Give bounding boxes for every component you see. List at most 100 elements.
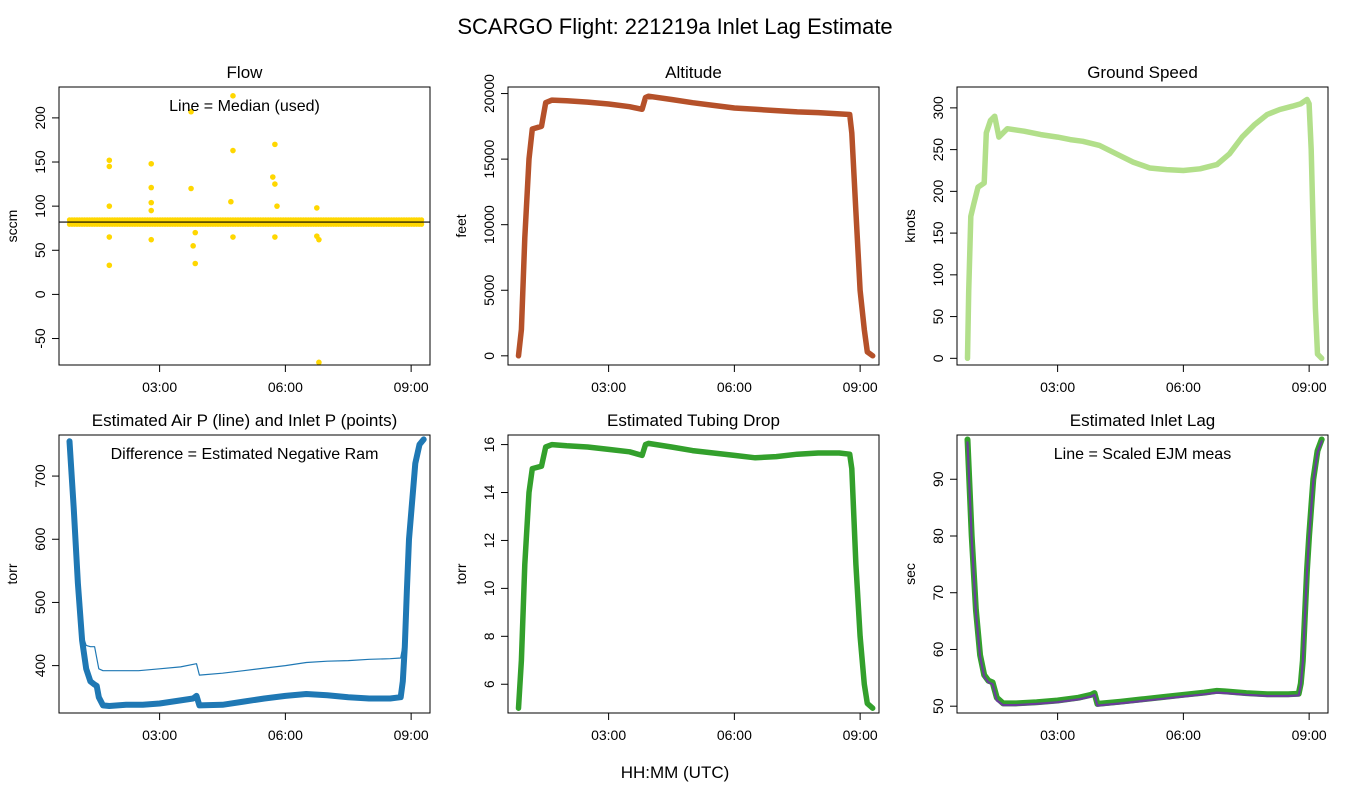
series-tubing-drop (515, 440, 876, 711)
panel-title: Estimated Inlet Lag (1070, 411, 1216, 430)
flow-outlier-point (188, 185, 194, 192)
plot-area (515, 440, 876, 711)
plot-frame (507, 434, 880, 714)
flow-outlier-point (106, 157, 113, 164)
flow-outlier-point (192, 229, 199, 236)
panel-title: Estimated Tubing Drop (607, 411, 780, 430)
x-tick-label: 03:00 (591, 379, 626, 395)
y-tick-label: 200 (930, 179, 946, 203)
x-tick-label: 06:00 (717, 379, 752, 395)
y-axis-label: feet (453, 214, 469, 237)
x-tick-label: 06:00 (1166, 379, 1201, 395)
x-tick-label: 09:00 (1292, 727, 1327, 743)
panel-annotation: Line = Scaled EJM meas (1054, 446, 1231, 463)
y-tick-label: 15000 (481, 139, 497, 178)
series-inlet-p-points (66, 436, 427, 709)
flow-outlier-point (190, 243, 196, 249)
x-tick-label: 03:00 (1040, 727, 1075, 743)
y-tick-label: 50 (930, 698, 946, 714)
y-tick-label: -50 (32, 328, 48, 348)
x-tick-label: 06:00 (1166, 727, 1201, 743)
y-tick-label: 700 (32, 464, 48, 488)
y-tick-label: 0 (32, 290, 48, 298)
panel-title: Flow (227, 63, 264, 82)
flow-outlier-point (106, 203, 113, 209)
plot-area (515, 93, 876, 359)
panel-flow: Flow sccm Line = Median (used) 03:00 06:00 09… (4, 63, 431, 395)
y-tick-label: 70 (930, 585, 946, 601)
series-scaled-ejm-meas (966, 440, 1323, 707)
y-tick-label: 200 (32, 106, 48, 130)
flow-outlier-point (272, 234, 278, 240)
flow-outlier-point (272, 141, 278, 148)
flow-outlier-point (314, 233, 320, 239)
x-tick-label: 09:00 (843, 727, 878, 743)
panel-inlet_lag: Estimated Inlet Lag sec Line = Scaled EJM … (902, 411, 1329, 743)
y-tick-label: 5000 (481, 274, 497, 305)
plot-area (964, 436, 1325, 707)
flow-outlier-point (188, 108, 194, 115)
flow-outlier-point (106, 262, 113, 269)
y-tick-label: 150 (32, 150, 48, 174)
x-tick-label: 03:00 (142, 727, 177, 743)
figure-x-axis-label: HH:MM (UTC) (621, 763, 730, 782)
panel-tubing_drop: Estimated Tubing Drop torr 03:00 06:00 09:00… (453, 411, 880, 743)
x-tick-label: 03:00 (142, 379, 177, 395)
y-tick-label: 0 (930, 354, 946, 362)
y-tick-label: 100 (32, 194, 48, 218)
y-tick-label: 150 (930, 221, 946, 245)
panel-title: Ground Speed (1087, 63, 1198, 82)
series-air-p-line (68, 438, 425, 676)
flow-outlier-point (269, 174, 276, 180)
plot-area (66, 436, 427, 709)
y-tick-label: 8 (481, 632, 497, 640)
y-tick-label: 100 (930, 263, 946, 287)
y-axis-label: torr (4, 563, 20, 584)
series-ground-speed (964, 96, 1325, 362)
y-tick-label: 14 (481, 485, 497, 501)
y-tick-label: 0 (481, 352, 497, 360)
x-tick-label: 03:00 (591, 727, 626, 743)
y-axis-label: knots (902, 209, 918, 242)
plot-frame (956, 434, 1329, 714)
flow-outlier-point (230, 147, 236, 154)
y-tick-label: 50 (930, 309, 946, 325)
flow-outlier-point (148, 184, 155, 191)
y-tick-label: 400 (32, 654, 48, 678)
y-tick-label: 16 (481, 437, 497, 453)
y-tick-label: 6 (481, 680, 497, 688)
y-axis-label: torr (453, 563, 469, 584)
panel-annotation: Line = Median (used) (169, 98, 320, 115)
flow-outlier-point (314, 205, 320, 211)
flow-point (419, 217, 425, 223)
y-tick-label: 500 (32, 591, 48, 615)
flow-outlier-point (106, 163, 113, 170)
figure-title: SCARGO Flight: 221219a Inlet Lag Estimat… (457, 14, 892, 39)
x-tick-label: 06:00 (268, 379, 303, 395)
x-tick-label: 03:00 (1040, 379, 1075, 395)
series-altitude (515, 93, 876, 359)
flow-outlier-point (148, 160, 155, 167)
panel-title: Estimated Air P (line) and Inlet P (poin… (92, 411, 398, 430)
y-tick-label: 300 (930, 96, 946, 120)
y-tick-label: 90 (930, 471, 946, 487)
plot-frame (956, 86, 1329, 366)
panel-title: Altitude (665, 63, 722, 82)
panel-altitude: Altitude feet 03:00 06:00 09:00 0 5000 10000 150… (453, 63, 880, 395)
flow-outlier-point (230, 234, 236, 240)
flow-point (419, 221, 425, 227)
panel-annotation: Difference = Estimated Negative Ram (111, 446, 379, 463)
x-tick-label: 06:00 (717, 727, 752, 743)
y-axis-label: sccm (4, 210, 20, 243)
flow-outlier-point (148, 236, 155, 243)
plot-frame (58, 434, 431, 714)
flow-outlier-point (106, 234, 113, 240)
x-tick-label: 09:00 (1292, 379, 1327, 395)
flow-outlier-point (192, 260, 199, 267)
y-tick-label: 50 (32, 242, 48, 258)
x-tick-label: 09:00 (843, 379, 878, 395)
series-inlet-lag-points (964, 436, 1325, 707)
flow-outlier-point (228, 198, 234, 205)
